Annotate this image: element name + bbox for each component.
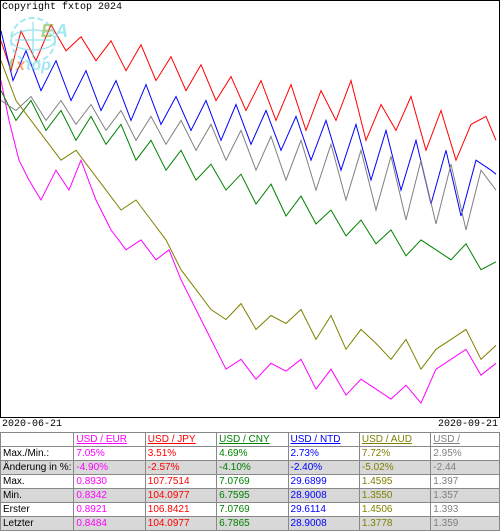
copyright-text: Copyright fxtop 2024 <box>2 2 122 13</box>
watermark-logo: E A f x top <box>5 15 80 95</box>
table-cell: 29.6114 <box>288 503 359 517</box>
row-label: Min. <box>1 489 74 503</box>
table-cell: 107.7514 <box>145 475 216 489</box>
table-cell: 2.95% <box>431 447 500 461</box>
svg-text:A: A <box>54 21 68 41</box>
table-cell: 29.6899 <box>288 475 359 489</box>
table-cell: -5.02% <box>359 461 430 475</box>
x-axis-start: 2020-06-21 <box>2 419 62 430</box>
svg-text:x: x <box>15 57 26 74</box>
table-cell: -2.57% <box>145 461 216 475</box>
table-cell: USD / NTD <box>288 433 359 447</box>
svg-text:E: E <box>41 21 54 41</box>
series-USD/6 <box>1 97 496 230</box>
table-cell: 7.0769 <box>217 475 288 489</box>
table-cell: 7.05% <box>74 447 145 461</box>
row-label <box>1 433 74 447</box>
table-cell: 1.357 <box>431 489 500 503</box>
table-cell: 2.73% <box>288 447 359 461</box>
x-axis-end: 2020-09-21 <box>438 419 498 430</box>
table-cell: 1.4506 <box>359 503 430 517</box>
table-cell: 106.8421 <box>145 503 216 517</box>
table-cell: 7.72% <box>359 447 430 461</box>
table-cell: 1.359 <box>431 517 500 531</box>
table-cell: 28.9008 <box>288 517 359 531</box>
table-cell: -4.10% <box>217 461 288 475</box>
table-cell: 1.3550 <box>359 489 430 503</box>
row-label: Letzter <box>1 517 74 531</box>
table-cell: 1.397 <box>431 475 500 489</box>
table-cell: 6.7595 <box>217 489 288 503</box>
svg-text:f: f <box>8 57 15 74</box>
table-cell: 1.4595 <box>359 475 430 489</box>
table-cell: 1.393 <box>431 503 500 517</box>
table-cell: 0.8921 <box>74 503 145 517</box>
svg-text:top: top <box>26 57 51 74</box>
table-cell: -2.40% <box>288 461 359 475</box>
row-label: Änderung in %: <box>1 461 74 475</box>
row-label: Max. <box>1 475 74 489</box>
table-cell: 0.8484 <box>74 517 145 531</box>
table-cell: 7.0769 <box>217 503 288 517</box>
table-cell: 0.8342 <box>74 489 145 503</box>
series-USD/AUD <box>1 61 496 370</box>
table-cell: 28.9008 <box>288 489 359 503</box>
table-cell: 0.8930 <box>74 475 145 489</box>
data-table: USD / EURUSD / JPYUSD / CNYUSD / NTDUSD … <box>0 432 500 531</box>
x-axis: 2020-06-21 2020-09-21 <box>0 418 500 432</box>
table-cell: -2.44 <box>431 461 500 475</box>
series-USD/EUR <box>1 81 496 404</box>
series-USD/CNY <box>1 91 496 270</box>
table-cell: 104.0977 <box>145 517 216 531</box>
row-label: Erster <box>1 503 74 517</box>
row-label: Max./Min.: <box>1 447 74 461</box>
table-cell: 3.51% <box>145 447 216 461</box>
table-cell: 6.7865 <box>217 517 288 531</box>
table-cell: 1.3778 <box>359 517 430 531</box>
table-cell: -4.90% <box>74 461 145 475</box>
table-cell: USD / JPY <box>145 433 216 447</box>
table-cell: 4.69% <box>217 447 288 461</box>
table-cell: USD / <box>431 433 500 447</box>
table-cell: USD / CNY <box>217 433 288 447</box>
table-cell: USD / EUR <box>74 433 145 447</box>
table-cell: USD / AUD <box>359 433 430 447</box>
table-cell: 104.0977 <box>145 489 216 503</box>
